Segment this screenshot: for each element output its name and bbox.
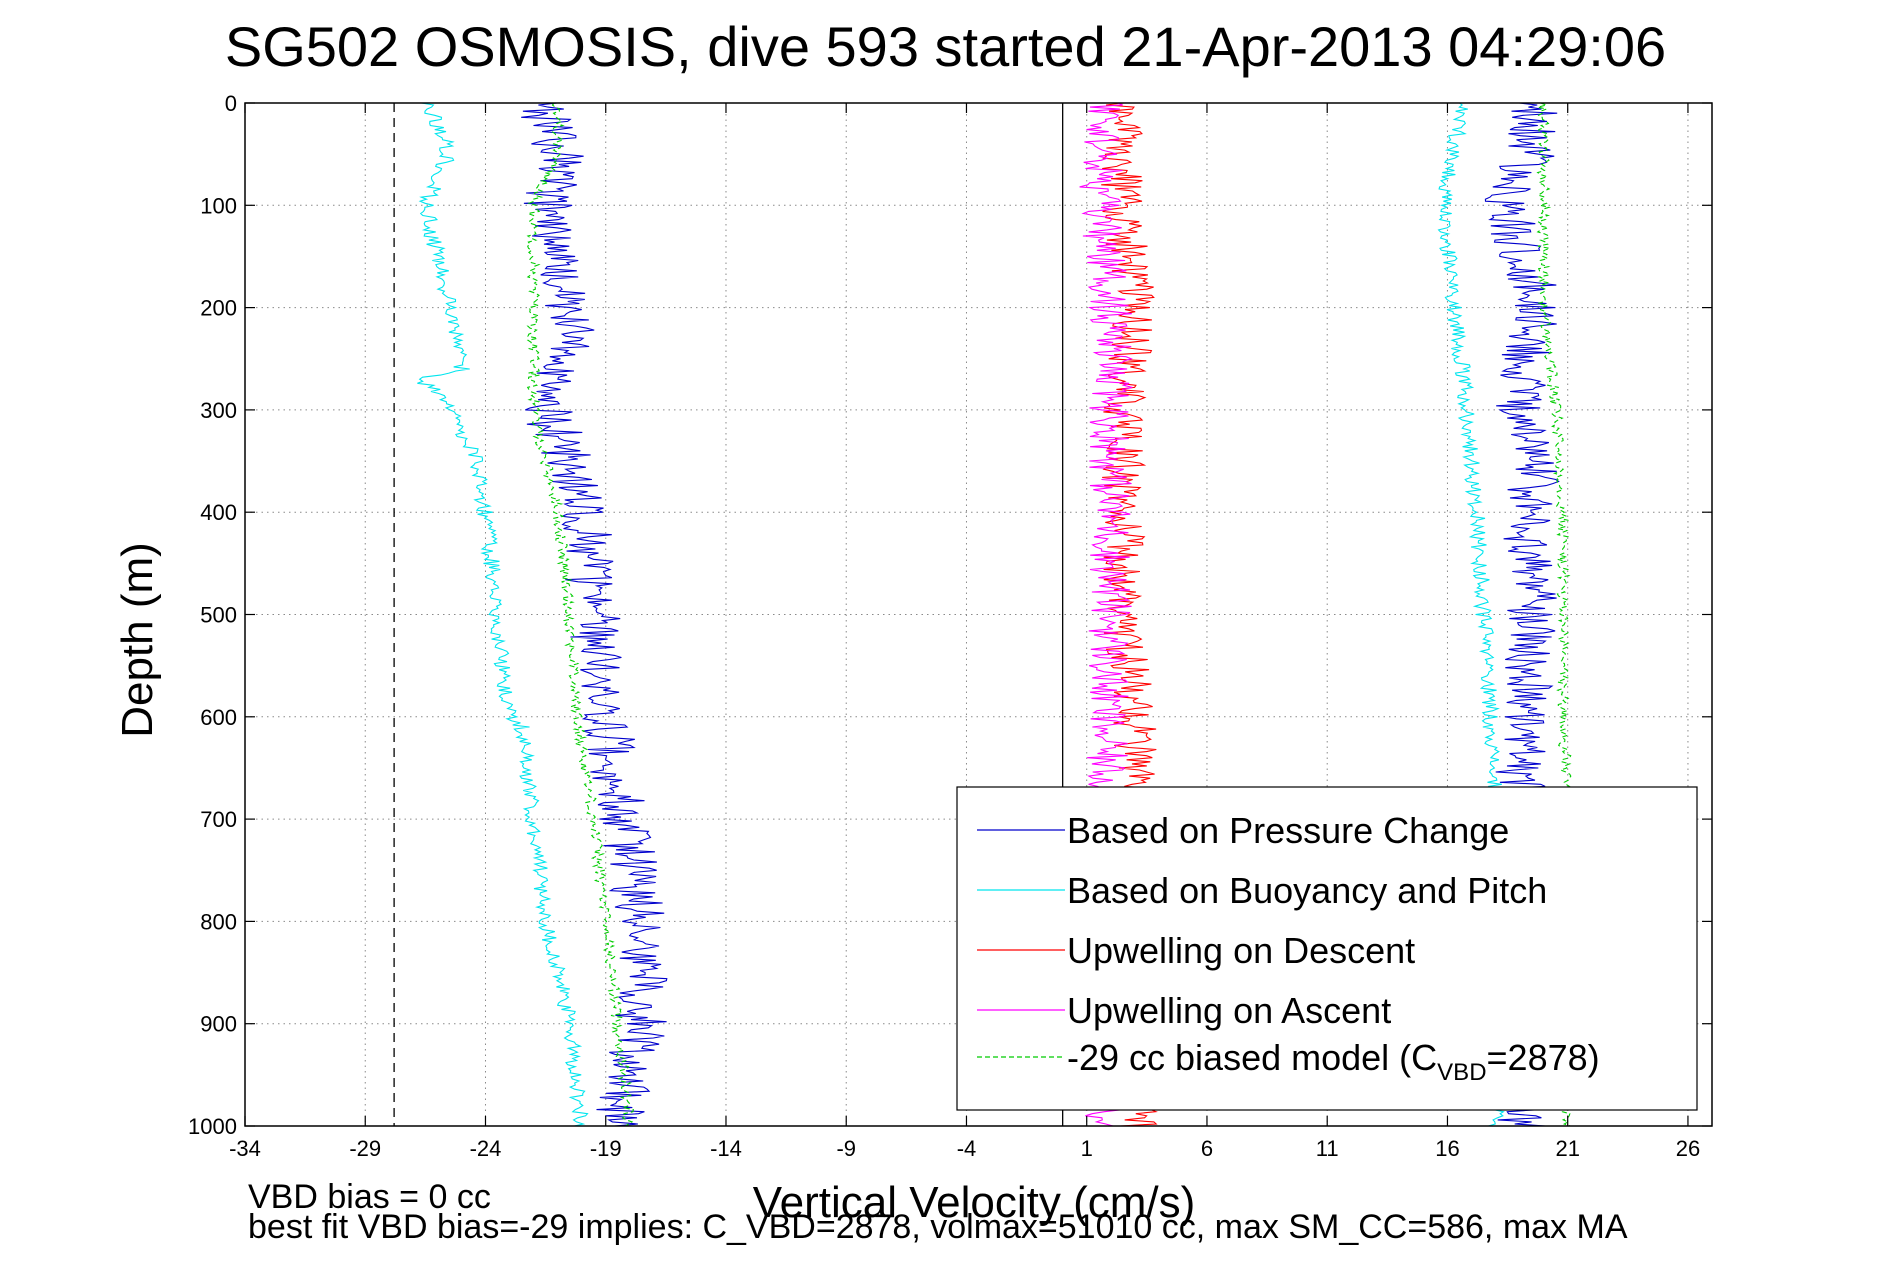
y-tick-label: 500: [200, 603, 237, 628]
x-axis-label: Vertical Velocity (cm/s): [752, 1178, 1196, 1227]
x-tick-label: 21: [1555, 1136, 1579, 1161]
x-tick-label: 6: [1201, 1136, 1213, 1161]
y-tick-label: 800: [200, 909, 237, 934]
y-tick-label: 0: [225, 91, 237, 116]
axis-ticks: -34 -29 -24 -19 -14 -9 -4 1 6 11 16 21 2601002003004…: [188, 91, 1712, 1161]
legend-entry-label: Upwelling on Ascent: [1067, 990, 1391, 1031]
footer-best-fit: best fit VBD bias=-29 implies: C_VBD=287…: [248, 1208, 1628, 1246]
x-tick-label: -9: [836, 1136, 856, 1161]
x-tick-label: -14: [710, 1136, 742, 1161]
legend-entry-label: Upwelling on Descent: [1067, 930, 1415, 971]
y-tick-label: 600: [200, 705, 237, 730]
legend-entry-label: Based on Pressure Change: [1067, 810, 1509, 851]
x-tick-label: -19: [590, 1136, 622, 1161]
y-tick-label: 900: [200, 1012, 237, 1037]
y-tick-label: 300: [200, 398, 237, 423]
footer-vbd-bias: VBD bias = 0 cc: [248, 1178, 491, 1216]
series-00e5ee-descent-line: [417, 103, 589, 1126]
legend-entry-label: -29 cc biased model (CVBD=2878): [1067, 1037, 1600, 1086]
x-tick-label: -24: [470, 1136, 502, 1161]
legend: Based on Pressure Change Based on Buoyanc…: [956, 786, 1698, 1111]
chart-title: SG502 OSMOSIS, dive 593 started 21-Apr-2…: [224, 15, 1667, 78]
y-tick-label: 1000: [188, 1114, 237, 1139]
x-tick-label: -34: [229, 1136, 261, 1161]
series-00cc00-descent-line: [526, 103, 634, 1126]
y-tick-label: 100: [200, 193, 237, 218]
y-tick-label: 200: [200, 296, 237, 321]
legend-entry-label: Based on Buoyancy and Pitch: [1067, 870, 1547, 911]
x-tick-label: 16: [1435, 1136, 1459, 1161]
y-axis-label: Depth (m): [113, 542, 162, 738]
x-tick-label: -29: [349, 1136, 381, 1161]
legend-box: [956, 786, 1698, 1111]
x-tick-label: 1: [1081, 1136, 1093, 1161]
y-tick-label: 700: [200, 807, 237, 832]
series-0000cc-descent-line: [521, 103, 668, 1126]
x-tick-label: 26: [1676, 1136, 1700, 1161]
x-tick-label: -4: [957, 1136, 977, 1161]
x-tick-label: 11: [1316, 1136, 1339, 1161]
y-tick-label: 400: [200, 500, 237, 525]
